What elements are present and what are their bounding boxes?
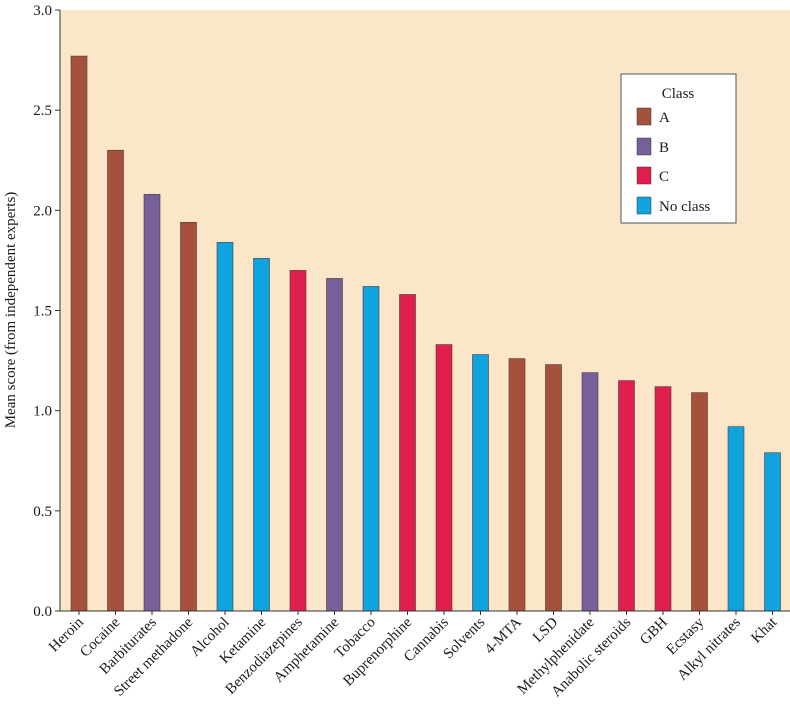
bar-khat <box>764 452 781 612</box>
bar-cocaine <box>107 149 124 612</box>
legend-item-no-class: No class <box>636 196 710 215</box>
bars-group <box>70 55 781 612</box>
bar-alcohol <box>216 242 234 612</box>
y-ticks-group: 0.0 0.5 1.0 1.5 2.0 2.5 3.0 <box>33 3 60 620</box>
bar-amphetamine <box>326 278 343 612</box>
legend: Class A B C No class <box>620 73 737 224</box>
y-tick-label: 2.0 <box>33 203 52 219</box>
y-tick-label: 0.0 <box>33 604 52 620</box>
bar-gbh <box>654 386 672 612</box>
legend-item-c: C <box>636 166 669 185</box>
bar-methylphenidate <box>581 372 599 612</box>
legend-title: Class <box>662 86 695 102</box>
bar-barbiturates <box>143 194 161 612</box>
legend-label-a: A <box>659 110 670 126</box>
bar-buprenorphine <box>399 294 416 612</box>
bar-heroin <box>70 55 88 612</box>
x-tick-label: Solvents <box>440 614 488 662</box>
y-tick-label: 2.5 <box>33 103 52 119</box>
x-tick-label: Khat <box>748 614 781 647</box>
bar-ecstasy <box>691 392 708 612</box>
bar-ketamine <box>253 258 270 612</box>
bar-alkyl-nitrates <box>727 426 745 612</box>
legend-swatch-no-class <box>636 196 652 215</box>
y-tick-label: 1.0 <box>33 404 52 420</box>
legend-label-c: C <box>659 169 669 185</box>
bar-tobacco <box>362 286 380 612</box>
bar-lsd <box>545 364 562 612</box>
x-tick-label: LSD <box>530 614 561 645</box>
legend-item-b: B <box>636 137 669 156</box>
y-axis-title: Mean score (from independent experts) <box>3 192 19 429</box>
legend-swatch-c <box>636 166 652 185</box>
legend-label-b: B <box>659 140 669 156</box>
y-tick-label: 0.5 <box>33 504 52 520</box>
bar-anabolic-steroids <box>618 380 635 612</box>
legend-label-no-class: No class <box>659 199 710 215</box>
legend-swatch-a <box>636 107 652 126</box>
legend-swatch-b <box>636 137 652 156</box>
y-tick-label: 3.0 <box>33 3 52 19</box>
x-tick-label: GBH <box>637 614 671 648</box>
bar-street-methadone <box>180 222 197 612</box>
bar-cannabis <box>435 344 453 612</box>
y-tick-label: 1.5 <box>33 304 52 320</box>
bar-benzodiazepines <box>289 270 307 612</box>
bar-solvents <box>472 354 489 612</box>
legend-item-a: A <box>636 107 670 126</box>
bar-4-mta <box>508 358 526 612</box>
x-tick-label: 4-MTA <box>482 614 525 657</box>
